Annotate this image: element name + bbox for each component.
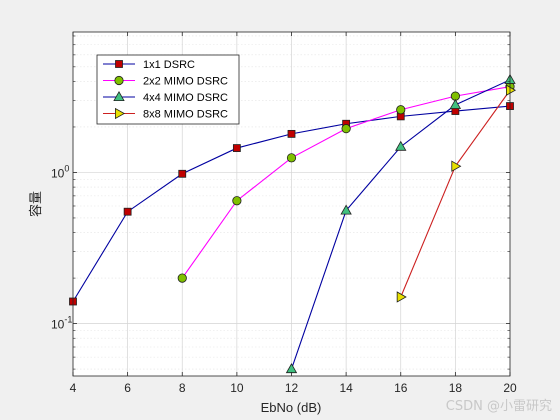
legend-entry: 1x1 DSRC <box>103 59 195 71</box>
legend-label: 1x1 DSRC <box>143 59 195 71</box>
series-3 <box>396 84 517 303</box>
data-point <box>396 291 407 303</box>
x-tick-label: 4 <box>70 381 77 395</box>
data-point <box>286 153 297 163</box>
data-point <box>396 105 406 115</box>
data-point <box>505 84 517 96</box>
x-tick-label: 10 <box>230 381 244 395</box>
series-1 <box>177 81 515 283</box>
legend-label: 4x4 MIMO DSRC <box>143 92 228 104</box>
y-tick-label: 100 <box>51 163 69 180</box>
x-axis-label: EbNo (dB) <box>261 400 322 415</box>
data-point <box>340 204 352 215</box>
watermark: CSDN @小雷研究 <box>446 399 552 414</box>
x-tick-label: 6 <box>124 381 131 395</box>
x-tick-label: 8 <box>179 381 186 395</box>
x-tick-label: 12 <box>285 381 299 395</box>
y-tick-label-exponent: -1 <box>64 315 72 325</box>
data-point <box>232 196 242 206</box>
legend-entry: 8x8 MIMO DSRC <box>103 107 228 121</box>
legend-marker <box>114 75 124 86</box>
data-point <box>451 160 462 172</box>
legend-label: 2x2 MIMO DSRC <box>143 76 228 88</box>
x-tick-labels: 4 6 8 10 12 14 16 18 20 <box>70 381 517 395</box>
x-tick-label: 14 <box>339 381 353 395</box>
data-point <box>341 124 351 134</box>
data-point <box>232 144 241 152</box>
data-point <box>287 129 296 138</box>
data-point <box>395 140 407 151</box>
x-tick-label: 20 <box>503 381 517 395</box>
data-point <box>449 98 462 109</box>
data-point <box>177 273 187 283</box>
legend-marker <box>115 60 123 68</box>
legend-entry: 2x2 MIMO DSRC <box>103 76 228 88</box>
legend-entries: 1x1 DSRC 2x2 MIMO DSRC 4x4 MIMO DSRC 8x8 MI… <box>103 59 228 121</box>
data-point <box>178 169 187 178</box>
x-tick-label: 18 <box>449 381 463 395</box>
axis-ticks <box>72 32 511 376</box>
y-tick-label-base: 10 <box>51 318 65 332</box>
legend-label: 8x8 MIMO DSRC <box>143 109 228 121</box>
legend-entry: 4x4 MIMO DSRC <box>103 90 228 104</box>
legend-marker <box>113 90 125 101</box>
y-tick-label-exponent: 0 <box>64 163 69 173</box>
x-tick-label: 16 <box>394 381 408 395</box>
data-point <box>123 207 132 216</box>
y-tick-label-base: 10 <box>51 166 65 180</box>
legend-marker <box>115 107 126 120</box>
legend: 1x1 DSRC 2x2 MIMO DSRC 4x4 MIMO DSRC 8x8 MI… <box>96 54 240 125</box>
y-tick-label: 10-1 <box>51 315 72 332</box>
y-axis-label: 容量 <box>28 191 43 217</box>
